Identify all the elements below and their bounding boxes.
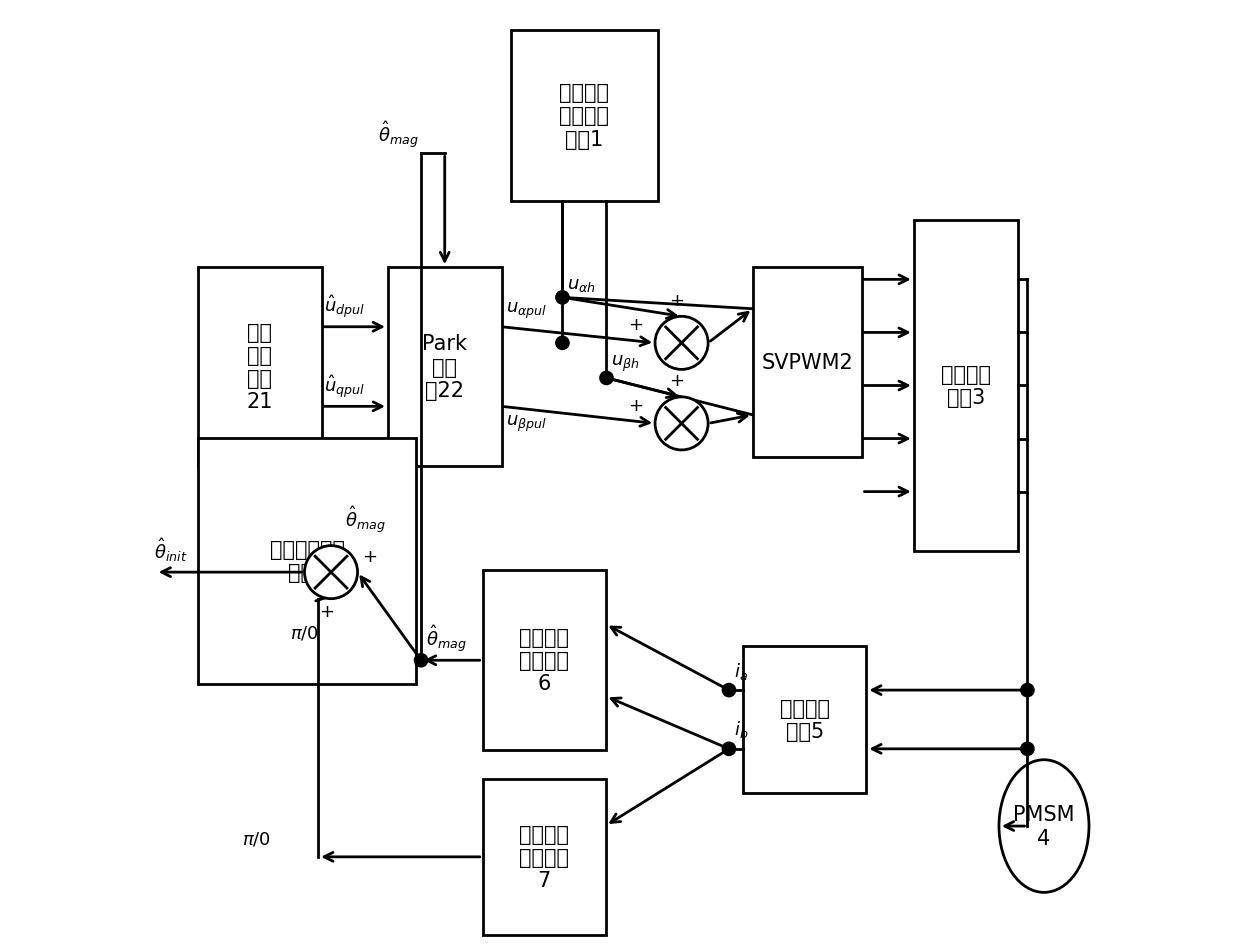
Text: 磁极极性
判别模块
7: 磁极极性 判别模块 7 [520,823,569,890]
Circle shape [723,743,735,756]
Text: $\pi /0$: $\pi /0$ [290,624,319,642]
Text: SVPWM2: SVPWM2 [761,352,853,372]
Text: 电压型逆
变器3: 电压型逆 变器3 [941,365,991,407]
FancyBboxPatch shape [388,268,501,466]
Circle shape [600,372,613,386]
Text: $\hat{\theta}_{init}$: $\hat{\theta}_{init}$ [154,535,187,563]
Text: 旋转高频
电压注入
模块1: 旋转高频 电压注入 模块1 [559,83,610,149]
Text: $\hat{\theta}_{mag}$: $\hat{\theta}_{mag}$ [345,504,386,535]
Circle shape [556,291,569,305]
Circle shape [655,317,708,370]
Text: +: + [362,547,377,565]
FancyBboxPatch shape [743,646,867,793]
Circle shape [305,546,357,599]
FancyBboxPatch shape [511,31,658,202]
Text: Park
逆变
换22: Park 逆变 换22 [423,334,467,401]
FancyBboxPatch shape [914,221,1018,552]
Text: $i_a$: $i_a$ [734,660,748,681]
Text: 电流采样
模块5: 电流采样 模块5 [780,698,830,742]
Text: $\hat{\theta}_{mag}$: $\hat{\theta}_{mag}$ [378,119,419,149]
Text: +: + [319,602,334,620]
FancyBboxPatch shape [753,268,862,457]
Text: +: + [670,291,684,309]
Text: 脉冲
注入
模块
21: 脉冲 注入 模块 21 [247,323,273,412]
Text: +: + [629,316,644,334]
FancyBboxPatch shape [482,570,606,750]
Text: $i_b$: $i_b$ [734,719,748,740]
Text: $\hat{u}_{qpul}$: $\hat{u}_{qpul}$ [325,372,366,399]
FancyBboxPatch shape [482,779,606,935]
Text: +: + [629,396,644,414]
Ellipse shape [999,760,1089,892]
Text: $u_{\beta pul}$: $u_{\beta pul}$ [506,413,547,433]
Text: +: + [670,372,684,390]
Text: $u_{\beta h}$: $u_{\beta h}$ [611,353,640,374]
Circle shape [414,654,428,667]
Circle shape [1021,684,1034,697]
Circle shape [556,337,569,350]
Text: PMSM
4: PMSM 4 [1013,804,1075,848]
Circle shape [723,684,735,697]
Text: $u_{\alpha h}$: $u_{\alpha h}$ [567,275,596,293]
Circle shape [1021,743,1034,756]
FancyBboxPatch shape [198,268,321,466]
Text: 磁极极性补偿
模块8: 磁极极性补偿 模块8 [270,540,345,583]
FancyBboxPatch shape [198,438,417,684]
Text: $\hat{\theta}_{mag}$: $\hat{\theta}_{mag}$ [425,622,466,653]
Circle shape [655,397,708,450]
Text: $\hat{u}_{dpul}$: $\hat{u}_{dpul}$ [325,293,366,320]
Text: $u_{\alpha pul}$: $u_{\alpha pul}$ [506,301,547,321]
Text: 磁极位置
辨识模块
6: 磁极位置 辨识模块 6 [520,627,569,694]
Text: $\pi /0$: $\pi /0$ [243,829,272,847]
